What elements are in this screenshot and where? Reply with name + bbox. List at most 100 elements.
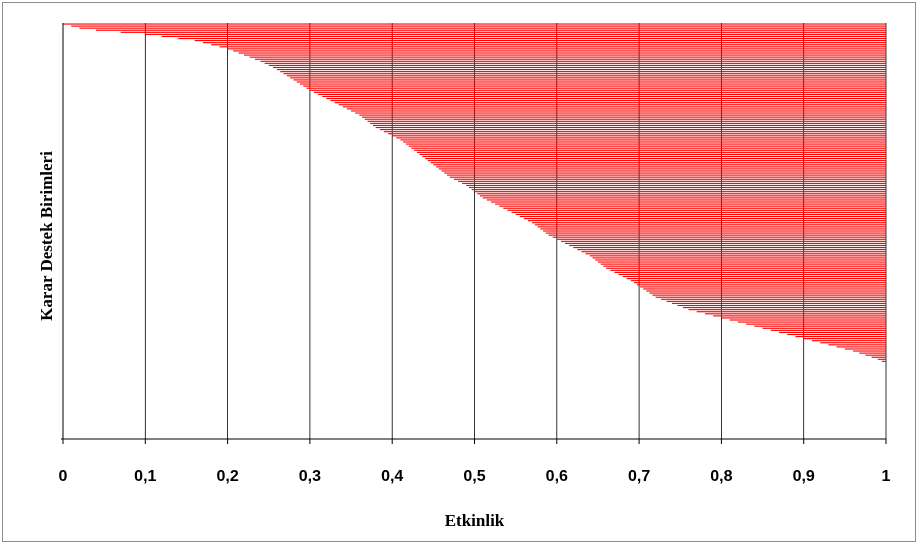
bar bbox=[803, 338, 886, 340]
bar bbox=[646, 290, 886, 292]
bar bbox=[227, 48, 887, 50]
bar bbox=[630, 280, 886, 282]
bar bbox=[828, 344, 886, 346]
bar bbox=[865, 354, 886, 356]
bar bbox=[309, 89, 886, 91]
bar bbox=[577, 249, 886, 251]
bar bbox=[276, 68, 887, 71]
bar bbox=[272, 66, 886, 69]
bar bbox=[540, 228, 886, 230]
bar bbox=[677, 304, 886, 307]
bar bbox=[523, 218, 886, 220]
bar bbox=[737, 321, 886, 323]
bar bbox=[713, 315, 886, 317]
bar bbox=[499, 205, 886, 207]
bar bbox=[721, 317, 886, 319]
bar bbox=[871, 356, 886, 358]
bar bbox=[453, 178, 886, 180]
bar bbox=[600, 263, 886, 265]
bar bbox=[853, 350, 886, 352]
y-axis-title: Karar Destek Birimleri bbox=[37, 151, 56, 321]
bar bbox=[283, 73, 887, 75]
bar bbox=[161, 35, 886, 38]
bar bbox=[666, 300, 886, 302]
bar bbox=[296, 81, 886, 83]
bar bbox=[71, 25, 887, 27]
bar bbox=[795, 335, 886, 338]
bar bbox=[330, 100, 887, 102]
bar bbox=[355, 112, 886, 114]
bar bbox=[408, 145, 886, 147]
bar bbox=[614, 271, 886, 273]
x-tick-label: 0,9 bbox=[793, 468, 815, 485]
bar bbox=[422, 155, 886, 158]
bar bbox=[249, 56, 887, 58]
bar bbox=[729, 319, 886, 321]
bar bbox=[362, 116, 887, 118]
bar bbox=[622, 275, 886, 278]
bar bbox=[425, 157, 886, 160]
chart: 0 0,1 0,2 0,3 0,4 0,5 0,6 0,7 0,8 0,9 1 Etkinlik Kar… bbox=[37, 23, 891, 530]
bar bbox=[375, 126, 886, 129]
bar bbox=[552, 236, 886, 238]
bar bbox=[63, 23, 886, 25]
bar bbox=[466, 184, 886, 187]
bar bbox=[300, 83, 886, 85]
bar bbox=[444, 172, 886, 174]
bar bbox=[477, 193, 886, 195]
bar bbox=[507, 209, 886, 211]
bar bbox=[672, 302, 886, 305]
bar bbox=[637, 284, 886, 286]
bar bbox=[474, 191, 886, 193]
x-tick-label: 0,2 bbox=[216, 468, 238, 485]
bar bbox=[286, 75, 887, 77]
bar bbox=[573, 246, 886, 249]
bar bbox=[405, 143, 886, 145]
bar bbox=[403, 141, 886, 143]
bar bbox=[145, 33, 887, 35]
bar bbox=[318, 93, 886, 95]
bar bbox=[430, 162, 886, 164]
bar bbox=[458, 180, 886, 182]
bar bbox=[543, 230, 886, 232]
bar bbox=[338, 104, 887, 106]
x-tick-label: 0,3 bbox=[299, 468, 321, 485]
bar bbox=[233, 50, 886, 52]
bar bbox=[202, 42, 886, 44]
bar bbox=[545, 232, 886, 234]
bar bbox=[606, 267, 886, 269]
bar bbox=[120, 31, 887, 33]
bar bbox=[569, 244, 886, 247]
bar bbox=[519, 215, 886, 218]
bar bbox=[589, 255, 886, 257]
bar bbox=[469, 186, 886, 189]
bar bbox=[643, 288, 886, 290]
bar bbox=[396, 137, 886, 139]
bar bbox=[595, 259, 886, 261]
bar bbox=[219, 46, 886, 48]
bar bbox=[754, 325, 886, 327]
bar bbox=[416, 151, 886, 153]
x-tick-label: 0 bbox=[59, 468, 68, 485]
bar bbox=[379, 129, 886, 131]
x-tick-label: 0,7 bbox=[628, 468, 650, 485]
bar bbox=[383, 131, 886, 133]
bar bbox=[400, 139, 886, 141]
x-tick-label: 0,6 bbox=[546, 468, 568, 485]
x-tick-label: 0,1 bbox=[134, 468, 156, 485]
bar bbox=[260, 60, 886, 62]
bar bbox=[696, 311, 886, 313]
bar bbox=[556, 238, 886, 240]
bar bbox=[411, 147, 886, 149]
bar bbox=[770, 329, 886, 331]
bar bbox=[351, 110, 886, 112]
bar bbox=[433, 164, 886, 166]
bar bbox=[652, 294, 886, 296]
bar bbox=[178, 37, 887, 40]
bar bbox=[859, 352, 886, 354]
bar bbox=[290, 77, 886, 79]
bar bbox=[280, 71, 887, 73]
bar bbox=[392, 135, 886, 137]
bar bbox=[820, 342, 886, 344]
